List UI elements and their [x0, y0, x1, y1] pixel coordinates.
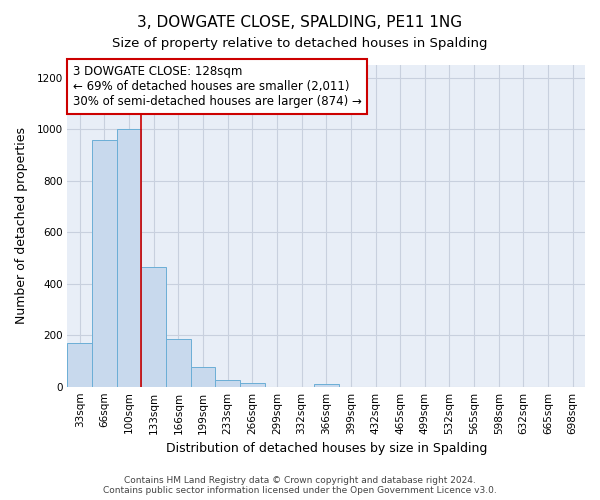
- Bar: [92, 140, 117, 386]
- Text: Size of property relative to detached houses in Spalding: Size of property relative to detached ho…: [112, 38, 488, 51]
- Bar: [142, 267, 166, 386]
- Bar: [215, 380, 240, 386]
- Bar: [166, 339, 191, 386]
- Y-axis label: Number of detached properties: Number of detached properties: [15, 128, 28, 324]
- Bar: [314, 384, 338, 386]
- Text: 3, DOWGATE CLOSE, SPALDING, PE11 1NG: 3, DOWGATE CLOSE, SPALDING, PE11 1NG: [137, 15, 463, 30]
- X-axis label: Distribution of detached houses by size in Spalding: Distribution of detached houses by size …: [166, 442, 487, 455]
- Bar: [240, 383, 265, 386]
- Bar: [67, 343, 92, 386]
- Bar: [191, 368, 215, 386]
- Text: Contains HM Land Registry data © Crown copyright and database right 2024.
Contai: Contains HM Land Registry data © Crown c…: [103, 476, 497, 495]
- Bar: [117, 130, 142, 386]
- Text: 3 DOWGATE CLOSE: 128sqm
← 69% of detached houses are smaller (2,011)
30% of semi: 3 DOWGATE CLOSE: 128sqm ← 69% of detache…: [73, 65, 361, 108]
